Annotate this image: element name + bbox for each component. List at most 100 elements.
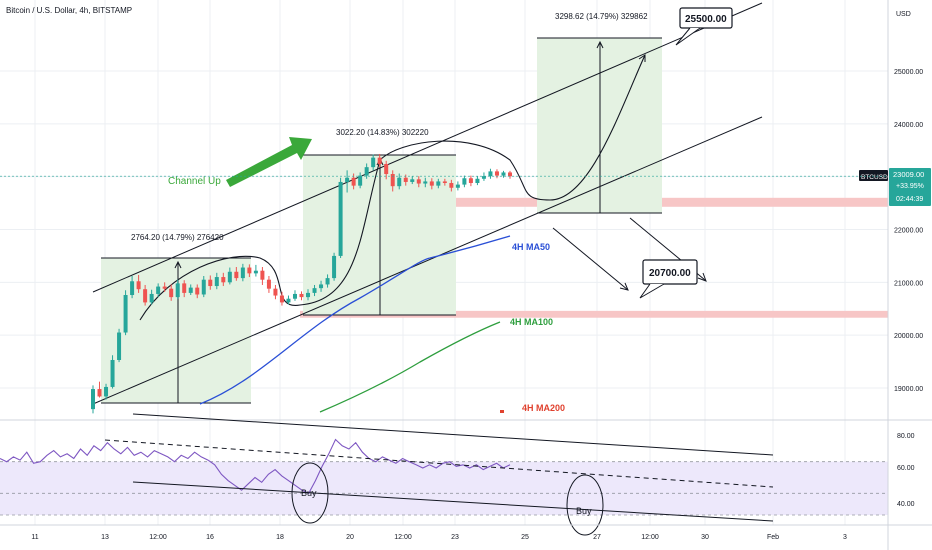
time-tick-label: 16 [206, 534, 214, 541]
candle-body [436, 181, 441, 186]
candle-body [123, 295, 128, 333]
price-badge-change: +33.95% [896, 183, 924, 190]
candle-body [338, 181, 343, 256]
rsi-upper-trendline [132, 413, 774, 456]
candle-body [403, 177, 408, 182]
measure-label-2: 3022.20 (14.83%) 302220 [336, 128, 429, 137]
projection-curve [139, 54, 646, 321]
price-badge-countdown: 02:44:39 [896, 196, 923, 203]
candle-body [364, 167, 369, 176]
candle-body [299, 293, 304, 298]
candle-body [390, 174, 395, 187]
rsi-tick-label: 40.00 [897, 501, 915, 508]
target-high-label: 25500.00 [685, 14, 727, 25]
rsi-pane [0, 419, 932, 516]
candle-body [195, 287, 200, 295]
candle-body [91, 389, 95, 410]
annotations: Channel Up 2764.20 (14.79%) 276420 3022.20… [131, 7, 733, 536]
buy-label-1: Buy [301, 488, 317, 498]
candle-body [351, 177, 356, 186]
price-tick-label: 22000.00 [894, 227, 923, 234]
bearish-arrow-2-head [697, 272, 707, 282]
candle-body [319, 284, 324, 289]
candle-body [312, 288, 317, 293]
candle-body [384, 163, 389, 175]
measure-boxes [101, 38, 662, 403]
time-tick-label: 23 [451, 534, 459, 541]
candle-body [410, 179, 415, 182]
candle-body [234, 271, 239, 279]
time-tick-label: 30 [701, 534, 709, 541]
candle-body [488, 171, 493, 177]
candle-body [240, 267, 245, 279]
buy-label-2: Buy [576, 506, 592, 516]
candle-body [377, 157, 382, 164]
candle-body [247, 267, 252, 274]
candle-body [149, 293, 154, 303]
rsi-tick-label: 60.00 [897, 465, 915, 472]
rsi-dashed-line [104, 439, 774, 488]
rsi-lower-trendline [132, 481, 774, 522]
time-tick-label: 25 [521, 534, 529, 541]
ma100-label: 4H MA100 [510, 317, 553, 327]
candle-body [332, 255, 337, 279]
time-tick-label: 27 [593, 534, 601, 541]
time-tick-label: 12:00 [394, 534, 412, 541]
projection-arrow-head [638, 54, 646, 62]
time-tick-label: 20 [346, 534, 354, 541]
price-tick-label: 25000.00 [894, 69, 923, 76]
candles [91, 153, 512, 414]
target-low-label: 20700.00 [649, 268, 691, 279]
price-badge-price: 23009.00 [893, 170, 924, 179]
price-tick-label: 24000.00 [894, 122, 923, 129]
candle-body [104, 386, 109, 397]
candle-body [97, 389, 102, 397]
price-badge [889, 168, 931, 206]
moving-averages [199, 235, 511, 413]
candle-body [143, 289, 148, 303]
candle-body [253, 270, 258, 274]
channel-lower-line [92, 116, 763, 405]
buy-circle-1 [291, 462, 329, 524]
candle-body [260, 270, 265, 280]
candle-body [279, 295, 284, 303]
candle-body [214, 277, 219, 287]
target-high-box [679, 7, 733, 29]
candle-body [136, 281, 141, 290]
candle-body [175, 283, 180, 298]
channel-lines [92, 2, 774, 522]
candle-body [345, 177, 350, 182]
channel-upper-line [92, 2, 763, 293]
candle-body [306, 292, 311, 298]
candle-body [208, 279, 213, 287]
candle-body [442, 181, 447, 184]
rsi-line [0, 438, 511, 495]
candle-body [221, 277, 226, 283]
candle-body [273, 288, 278, 296]
bearish-arrow-1 [552, 227, 629, 291]
candle-body [423, 181, 428, 184]
measure-label-3: 3298.62 (14.79%) 329862 [555, 12, 648, 21]
rsi-tick-label: 80.00 [897, 433, 915, 440]
candle-body [169, 288, 174, 298]
candle-body [429, 181, 434, 186]
symbol-badge [859, 170, 888, 181]
target-low-box [642, 259, 698, 285]
candle-body [227, 271, 232, 283]
target-high-pointer [675, 27, 701, 46]
resistance-zone [300, 310, 888, 318]
candle-body [292, 293, 297, 299]
candle-body [130, 281, 135, 296]
buy-circle-2 [566, 474, 604, 536]
candle-body [508, 172, 512, 177]
symbol-badge-label: BTCUSD [861, 174, 888, 181]
candle-body [468, 178, 473, 184]
measure-arrow-head [174, 260, 182, 269]
candle-body [481, 176, 486, 179]
candle-body [397, 177, 402, 187]
candle-body [182, 283, 187, 293]
candle-body [416, 179, 421, 184]
green-arrow [226, 137, 312, 187]
